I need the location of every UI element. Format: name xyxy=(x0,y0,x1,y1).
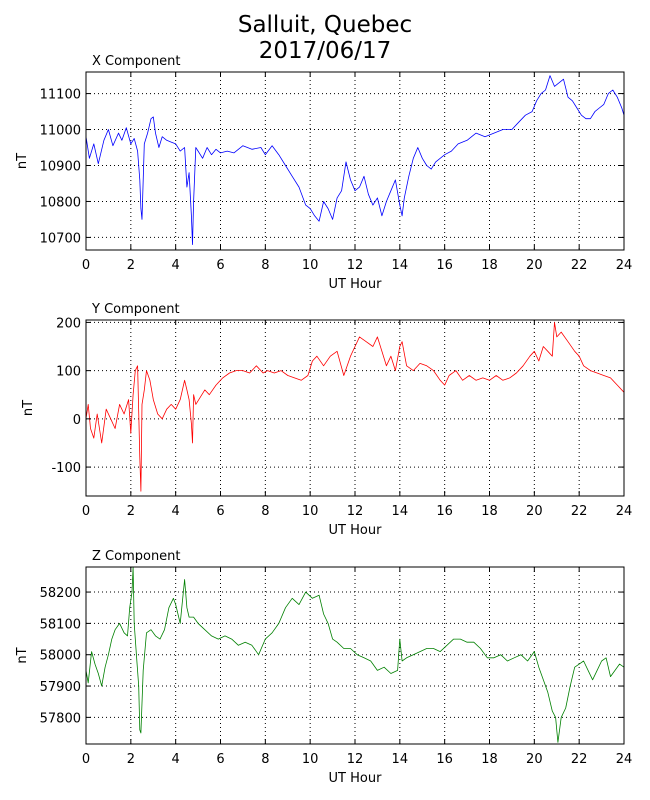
z-component-ytick-label: 58200 xyxy=(40,586,81,601)
z-component-ylabel: nT xyxy=(15,647,30,663)
y-component-xtick-label: 20 xyxy=(526,504,543,519)
y-component-xtick-label: 16 xyxy=(436,504,453,519)
x-component-ytick-label: 11100 xyxy=(40,88,81,103)
z-component-xtick-label: 12 xyxy=(347,752,364,767)
x-component-xtick-label: 14 xyxy=(392,258,409,273)
x-component-xtick-label: 22 xyxy=(571,258,588,273)
z-component-series-line xyxy=(85,566,625,743)
z-component-ytick-label: 57800 xyxy=(40,711,81,726)
y-component-xtick-label: 4 xyxy=(172,504,180,519)
z-component-xtick-label: 18 xyxy=(481,752,498,767)
y-component-xlabel: UT Hour xyxy=(329,523,383,538)
z-component-xtick-label: 2 xyxy=(127,752,135,767)
z-component-ytick-label: 57900 xyxy=(40,680,81,695)
x-component-title: X Component xyxy=(92,54,181,69)
x-component-series-line xyxy=(85,75,625,246)
x-component-ytick-label: 10800 xyxy=(40,195,81,210)
x-component-xtick-label: 20 xyxy=(526,258,543,273)
z-component-ytick-label: 58100 xyxy=(40,617,81,632)
z-component-xlabel: UT Hour xyxy=(329,771,383,786)
x-component-xtick-label: 8 xyxy=(261,258,269,273)
y-component-xtick-label: 12 xyxy=(347,504,364,519)
y-component-series-line xyxy=(85,321,625,492)
z-component-xtick-label: 24 xyxy=(616,752,633,767)
x-component-xtick-label: 6 xyxy=(216,258,224,273)
y-component-xtick-label: 6 xyxy=(216,504,224,519)
y-component-ylabel: nT xyxy=(21,400,36,416)
y-component-title: Y Component xyxy=(91,302,180,317)
x-component-xtick-label: 4 xyxy=(172,258,180,273)
x-component-ylabel: nT xyxy=(15,153,30,169)
x-component-xtick-label: 16 xyxy=(436,258,453,273)
y-component-xtick-label: 14 xyxy=(392,504,409,519)
z-component-xtick-label: 0 xyxy=(82,752,90,767)
chart-title: Salluit, Quebec xyxy=(237,12,413,38)
z-component-ytick-label: 58000 xyxy=(40,649,81,664)
y-component-ytick-label: -100 xyxy=(51,461,81,476)
chart-date: 2017/06/17 xyxy=(258,38,392,64)
y-component-xtick-label: 0 xyxy=(82,504,90,519)
y-component-ytick-label: 0 xyxy=(73,413,81,428)
x-component-ytick-label: 10900 xyxy=(40,159,81,174)
x-component-xtick-label: 18 xyxy=(481,258,498,273)
z-component-xtick-label: 22 xyxy=(571,752,588,767)
y-component-xtick-label: 18 xyxy=(481,504,498,519)
z-component-xtick-label: 16 xyxy=(436,752,453,767)
z-component-title: Z Component xyxy=(92,549,181,564)
x-component-ytick-label: 10700 xyxy=(40,231,81,246)
y-component-xtick-label: 10 xyxy=(302,504,319,519)
z-component-xtick-label: 6 xyxy=(216,752,224,767)
x-component-xtick-label: 24 xyxy=(616,258,633,273)
y-component-ytick-label: 100 xyxy=(56,365,81,380)
y-component-ytick-label: 200 xyxy=(56,316,81,331)
z-component-xtick-label: 10 xyxy=(302,752,319,767)
x-component-xtick-label: 2 xyxy=(127,258,135,273)
z-component-xtick-label: 14 xyxy=(392,752,409,767)
x-component-xtick-label: 12 xyxy=(347,258,364,273)
y-component-xtick-label: 2 xyxy=(127,504,135,519)
z-component-xtick-label: 20 xyxy=(526,752,543,767)
x-component-ytick-label: 11000 xyxy=(40,124,81,139)
z-component-xtick-label: 4 xyxy=(172,752,180,767)
x-component-xtick-label: 10 xyxy=(302,258,319,273)
y-component-xtick-label: 8 xyxy=(261,504,269,519)
x-component-xtick-label: 0 xyxy=(82,258,90,273)
z-component-xtick-label: 8 xyxy=(261,752,269,767)
x-component-xlabel: UT Hour xyxy=(329,277,383,292)
y-component-xtick-label: 22 xyxy=(571,504,588,519)
y-component-xtick-label: 24 xyxy=(616,504,633,519)
